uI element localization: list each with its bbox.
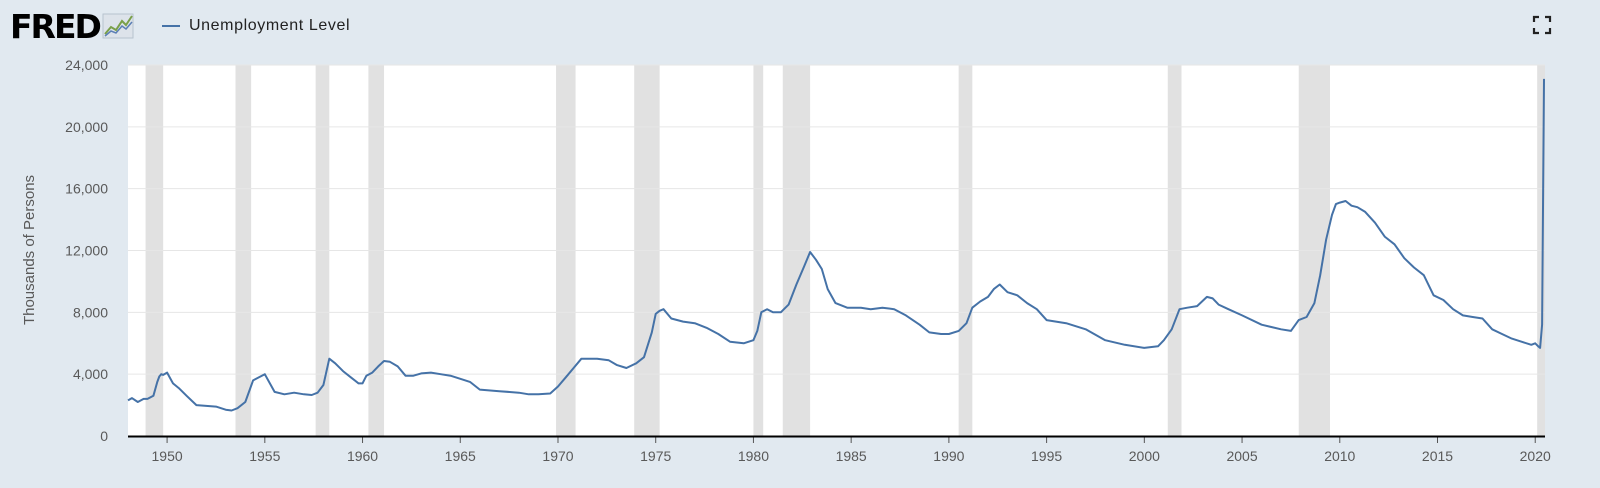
logo-graph-icon bbox=[102, 13, 134, 39]
x-tick-label: 1960 bbox=[347, 448, 378, 464]
chart-header: FRED Unemployment Level bbox=[0, 0, 1600, 52]
x-tick-label: 1980 bbox=[738, 448, 769, 464]
y-tick-label: 8,000 bbox=[73, 304, 108, 320]
x-tick-label: 1975 bbox=[640, 448, 671, 464]
x-tick-label: 1955 bbox=[249, 448, 280, 464]
fred-logo[interactable]: FRED bbox=[10, 6, 134, 46]
y-tick-label: 20,000 bbox=[65, 119, 108, 135]
x-tick-label: 1965 bbox=[445, 448, 476, 464]
x-tick-label: 2010 bbox=[1324, 448, 1355, 464]
y-tick-label: 24,000 bbox=[65, 57, 108, 73]
fullscreen-icon[interactable] bbox=[1531, 14, 1553, 36]
x-tick-label: 1995 bbox=[1031, 448, 1062, 464]
x-tick-label: 1985 bbox=[836, 448, 867, 464]
y-tick-label: 16,000 bbox=[65, 181, 108, 197]
y-axis-title: Thousands of Persons bbox=[21, 175, 38, 325]
x-tick-label: 2020 bbox=[1520, 448, 1551, 464]
x-tick-label: 1970 bbox=[542, 448, 573, 464]
legend-label: Unemployment Level bbox=[189, 17, 351, 34]
y-tick-label: 12,000 bbox=[65, 243, 108, 259]
legend-swatch bbox=[162, 25, 180, 27]
x-axis-ticks: 1950 1955 1960 1965 1970 1975 1980 1985 1990 1995… bbox=[152, 436, 1551, 464]
series-layer bbox=[127, 78, 1545, 412]
x-tick-label: 2005 bbox=[1226, 448, 1257, 464]
x-tick-label: 2015 bbox=[1422, 448, 1453, 464]
y-tick-label: 4,000 bbox=[73, 366, 108, 382]
x-tick-label: 2000 bbox=[1129, 448, 1160, 464]
legend: Unemployment Level bbox=[162, 14, 350, 38]
y-axis-ticks: 0 4,000 8,000 12,000 16,000 20,000 24,000 bbox=[65, 57, 108, 444]
logo-text: FRED bbox=[10, 6, 102, 46]
x-tick-label: 1950 bbox=[152, 448, 183, 464]
series-line-unemployment-level bbox=[127, 78, 1545, 412]
y-tick-label: 0 bbox=[100, 428, 108, 444]
x-tick-label: 1990 bbox=[933, 448, 964, 464]
